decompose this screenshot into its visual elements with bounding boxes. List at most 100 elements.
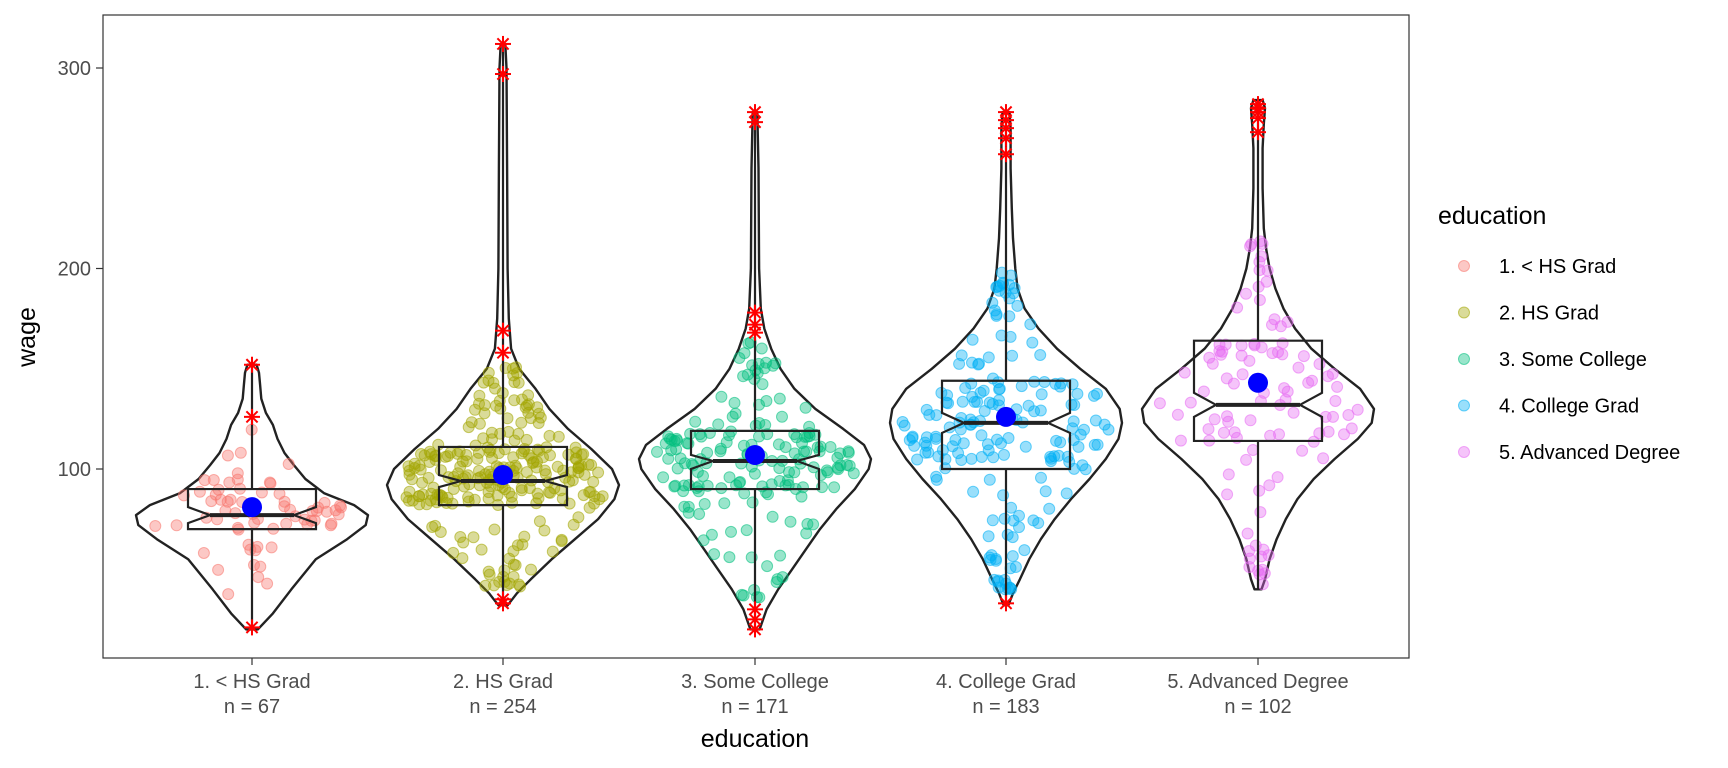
jitter-point bbox=[725, 525, 737, 538]
jitter-point bbox=[1184, 396, 1197, 409]
jitter-point bbox=[847, 467, 860, 480]
jitter-point bbox=[460, 449, 473, 461]
jitter-point bbox=[729, 407, 742, 420]
jitter-point bbox=[738, 487, 751, 500]
jitter-point bbox=[170, 519, 183, 532]
jitter-point bbox=[1171, 408, 1184, 421]
jitter-point bbox=[965, 452, 978, 465]
jitter-point bbox=[990, 281, 1003, 294]
jitter-point bbox=[1261, 264, 1274, 277]
jitter-point bbox=[522, 389, 535, 402]
jitter-point bbox=[906, 430, 919, 443]
jitter-point bbox=[1292, 361, 1305, 374]
jitter-point bbox=[231, 473, 244, 486]
jitter-point bbox=[1327, 410, 1339, 423]
jitter-point bbox=[248, 559, 260, 571]
jitter-point bbox=[800, 527, 813, 540]
jitter-point bbox=[983, 473, 996, 486]
jitter-points-layer bbox=[149, 235, 1364, 604]
outlier-marker bbox=[747, 304, 763, 321]
jitter-point bbox=[776, 571, 789, 584]
jitter-point bbox=[149, 520, 162, 532]
jitter-point bbox=[1281, 315, 1294, 328]
jitter-point bbox=[467, 531, 480, 544]
x-tick-n-label: n = 171 bbox=[721, 696, 788, 718]
jitter-point bbox=[1043, 502, 1056, 515]
jitter-point bbox=[552, 430, 565, 443]
jitter-point bbox=[1271, 471, 1284, 484]
jitter-point bbox=[544, 486, 557, 499]
jitter-point bbox=[511, 367, 523, 380]
jitter-point bbox=[1221, 410, 1233, 423]
jitter-point bbox=[801, 518, 814, 530]
jitter-point bbox=[761, 560, 774, 573]
jitter-point bbox=[1255, 341, 1268, 354]
outlier-marker bbox=[244, 356, 260, 373]
jitter-point bbox=[733, 476, 746, 489]
jitter-point bbox=[930, 432, 942, 445]
jitter-point bbox=[988, 304, 1001, 317]
jitter-point bbox=[1091, 387, 1103, 400]
jitter-point bbox=[1060, 487, 1073, 500]
jitter-point bbox=[507, 570, 520, 583]
jitter-point bbox=[1067, 415, 1080, 428]
jitter-point bbox=[485, 426, 498, 439]
jitter-point bbox=[413, 498, 426, 511]
jitter-point bbox=[507, 558, 520, 571]
jitter-point bbox=[469, 439, 482, 452]
jitter-point bbox=[957, 437, 970, 450]
jitter-point bbox=[1217, 426, 1230, 439]
jitter-point bbox=[986, 296, 999, 309]
jitter-point bbox=[728, 396, 741, 409]
box-3 bbox=[689, 429, 821, 491]
jitter-point bbox=[746, 496, 759, 509]
jitter-point bbox=[440, 497, 453, 509]
jitter-point bbox=[898, 419, 911, 432]
legend-label-4: 4. College Grad bbox=[1499, 396, 1639, 418]
jitter-point bbox=[408, 462, 421, 474]
plot-panel-border bbox=[102, 14, 1410, 659]
jitter-point bbox=[1329, 395, 1342, 407]
jitter-point bbox=[515, 481, 528, 494]
outlier-marker bbox=[998, 104, 1014, 121]
jitter-point bbox=[1253, 294, 1266, 306]
jitter-point bbox=[693, 508, 706, 520]
y-tick-label: 300 bbox=[58, 58, 91, 80]
jitter-point bbox=[978, 405, 991, 417]
outlier-marker bbox=[747, 104, 763, 121]
x-tick-n-label: n = 102 bbox=[1224, 696, 1291, 718]
jitter-point bbox=[1227, 377, 1240, 390]
jitter-point bbox=[799, 401, 812, 414]
jitter-point bbox=[1313, 358, 1326, 370]
y-axis-title: wage bbox=[13, 307, 41, 368]
jitter-point bbox=[1351, 403, 1364, 416]
jitter-point bbox=[584, 486, 597, 498]
jitter-point bbox=[234, 446, 247, 459]
jitter-point bbox=[773, 392, 786, 405]
jitter-point bbox=[986, 514, 999, 527]
jitter-point bbox=[1018, 544, 1031, 557]
mean-marker bbox=[745, 445, 765, 465]
jitter-point bbox=[1153, 397, 1166, 410]
jitter-point bbox=[454, 531, 467, 543]
jitter-point bbox=[318, 496, 331, 509]
jitter-point bbox=[712, 418, 725, 431]
jitter-point bbox=[779, 441, 792, 454]
jitter-point bbox=[475, 543, 488, 556]
jitter-point bbox=[651, 445, 663, 458]
jitter-point bbox=[1007, 514, 1020, 527]
jitter-point bbox=[1249, 539, 1262, 552]
jitter-point bbox=[530, 461, 543, 474]
jitter-point bbox=[512, 427, 525, 440]
jitter-point bbox=[1001, 528, 1014, 541]
jitter-point bbox=[520, 433, 533, 446]
jitter-point bbox=[982, 530, 995, 543]
jitter-point bbox=[1028, 405, 1041, 418]
jitter-point bbox=[755, 342, 768, 355]
jitter-point bbox=[207, 474, 220, 486]
jitter-point bbox=[952, 447, 965, 460]
jitter-point bbox=[1345, 422, 1358, 435]
jitter-point bbox=[759, 419, 772, 431]
jitter-point bbox=[1035, 388, 1048, 401]
jitter-point bbox=[546, 545, 559, 558]
